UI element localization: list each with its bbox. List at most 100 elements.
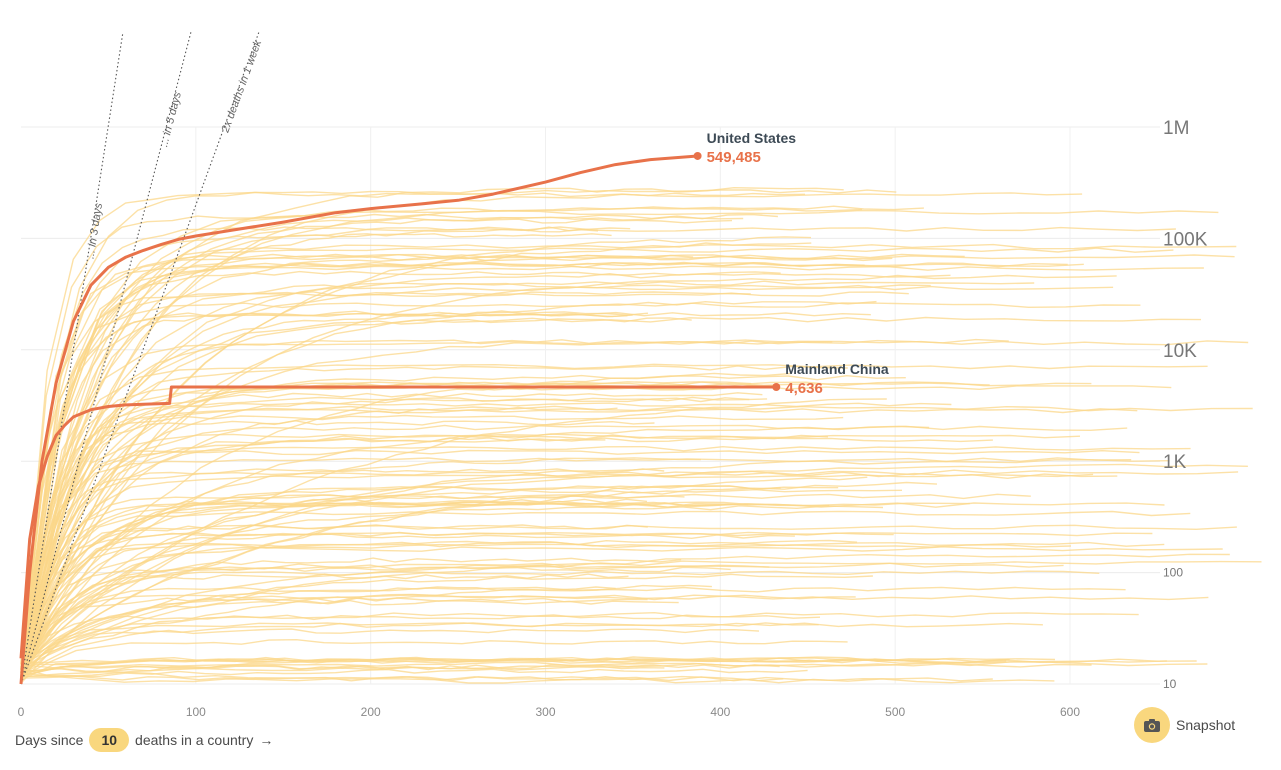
country-line xyxy=(20,425,1128,675)
country-line xyxy=(20,543,1072,681)
country-line xyxy=(20,254,694,673)
country-line xyxy=(20,564,770,674)
x-axis-ticks: 0 100 200 300 400 500 600 xyxy=(18,705,1081,719)
y-tick-label: 1K xyxy=(1163,452,1187,473)
country-line xyxy=(20,505,884,663)
country-line xyxy=(20,493,1031,671)
country-line xyxy=(20,374,906,678)
country-line xyxy=(20,594,1209,676)
country-line xyxy=(20,638,848,678)
country-line xyxy=(20,209,1219,684)
country-line xyxy=(20,339,1249,668)
arrow-right-icon: → xyxy=(259,732,274,748)
country-line xyxy=(20,449,1140,669)
country-line xyxy=(20,363,1208,664)
country-line xyxy=(20,611,1139,663)
x-caption-prefix: Days since xyxy=(15,732,84,748)
country-line xyxy=(20,658,1007,666)
series-name-label: United States xyxy=(707,130,797,146)
y-axis-ticks: 10 100 1K 10K 100K 1M xyxy=(1163,118,1208,691)
x-tick-label: 0 xyxy=(18,705,25,719)
country-line xyxy=(20,628,760,680)
country-line xyxy=(20,557,682,671)
country-line xyxy=(20,384,1172,673)
country-line xyxy=(20,485,839,669)
country-line xyxy=(20,207,863,681)
country-line xyxy=(20,261,1068,671)
series-end-dot xyxy=(693,151,702,160)
series-value-label: 549,485 xyxy=(707,149,761,166)
country-line xyxy=(20,445,1191,669)
y-tick-label: 10 xyxy=(1163,677,1177,691)
country-line xyxy=(20,253,1235,670)
series-end-dot xyxy=(772,382,781,391)
country-line xyxy=(20,498,648,682)
country-line xyxy=(20,247,1174,673)
x-tick-label: 600 xyxy=(1060,705,1080,719)
country-line xyxy=(20,473,1118,673)
x-tick-label: 200 xyxy=(361,705,381,719)
country-line xyxy=(20,457,702,673)
country-line xyxy=(20,566,731,663)
country-line xyxy=(20,189,897,677)
snapshot-button[interactable]: Snapshot xyxy=(1134,707,1235,743)
country-line xyxy=(20,186,844,673)
reference-line xyxy=(20,32,192,685)
country-line xyxy=(20,573,873,677)
country-line xyxy=(20,539,858,663)
reference-line-label: ... in 3 days xyxy=(85,202,106,260)
country-line xyxy=(20,397,750,670)
country-line xyxy=(20,596,648,682)
country-line xyxy=(20,280,1035,677)
country-line xyxy=(20,622,819,676)
x-tick-label: 100 xyxy=(186,705,206,719)
snapshot-label: Snapshot xyxy=(1176,717,1236,733)
country-line xyxy=(20,218,733,675)
country-line xyxy=(20,192,1083,674)
country-line xyxy=(20,191,806,670)
country-line xyxy=(20,510,1191,667)
country-line xyxy=(20,242,812,682)
x-tick-label: 500 xyxy=(885,705,905,719)
series-value-label: 4,636 xyxy=(785,380,823,397)
country-line xyxy=(20,531,1153,677)
country-line xyxy=(20,272,951,679)
country-line xyxy=(20,463,1248,667)
country-line xyxy=(20,533,795,678)
country-line xyxy=(20,570,1100,679)
series-name-label: Mainland China xyxy=(785,361,889,377)
country-line xyxy=(20,672,1055,684)
country-line xyxy=(20,622,1043,671)
country-line xyxy=(20,365,848,669)
country-line xyxy=(20,381,1092,667)
country-line xyxy=(20,484,781,683)
country-line xyxy=(20,434,829,663)
country-line xyxy=(20,664,780,672)
highlight-lines: United States 549,485 Mainland China 4,636 xyxy=(19,130,889,685)
country-line xyxy=(20,302,1141,668)
country-line xyxy=(20,586,1126,665)
y-tick-label: 100 xyxy=(1163,566,1183,580)
country-line xyxy=(20,541,1165,677)
country-line xyxy=(20,300,877,679)
country-line xyxy=(20,338,1009,665)
y-tick-label: 100K xyxy=(1163,229,1208,250)
country-line xyxy=(20,398,887,671)
country-line xyxy=(20,437,606,674)
country-line xyxy=(20,408,1138,682)
background-country-lines xyxy=(20,186,1262,685)
threshold-selector[interactable]: 10 xyxy=(89,728,130,752)
country-line xyxy=(20,405,1253,684)
series-line xyxy=(19,385,777,659)
x-tick-label: 400 xyxy=(710,705,730,719)
country-line xyxy=(20,414,844,673)
country-line xyxy=(20,205,924,672)
country-line xyxy=(20,402,952,668)
y-tick-label: 10K xyxy=(1163,341,1197,362)
country-line xyxy=(20,262,865,673)
country-line xyxy=(20,546,1223,664)
x-caption-suffix: deaths in a country xyxy=(135,732,254,748)
x-axis-caption: Days since 10 deaths in a country → xyxy=(15,728,273,752)
reference-line-label: ... in 5 days xyxy=(158,90,184,148)
